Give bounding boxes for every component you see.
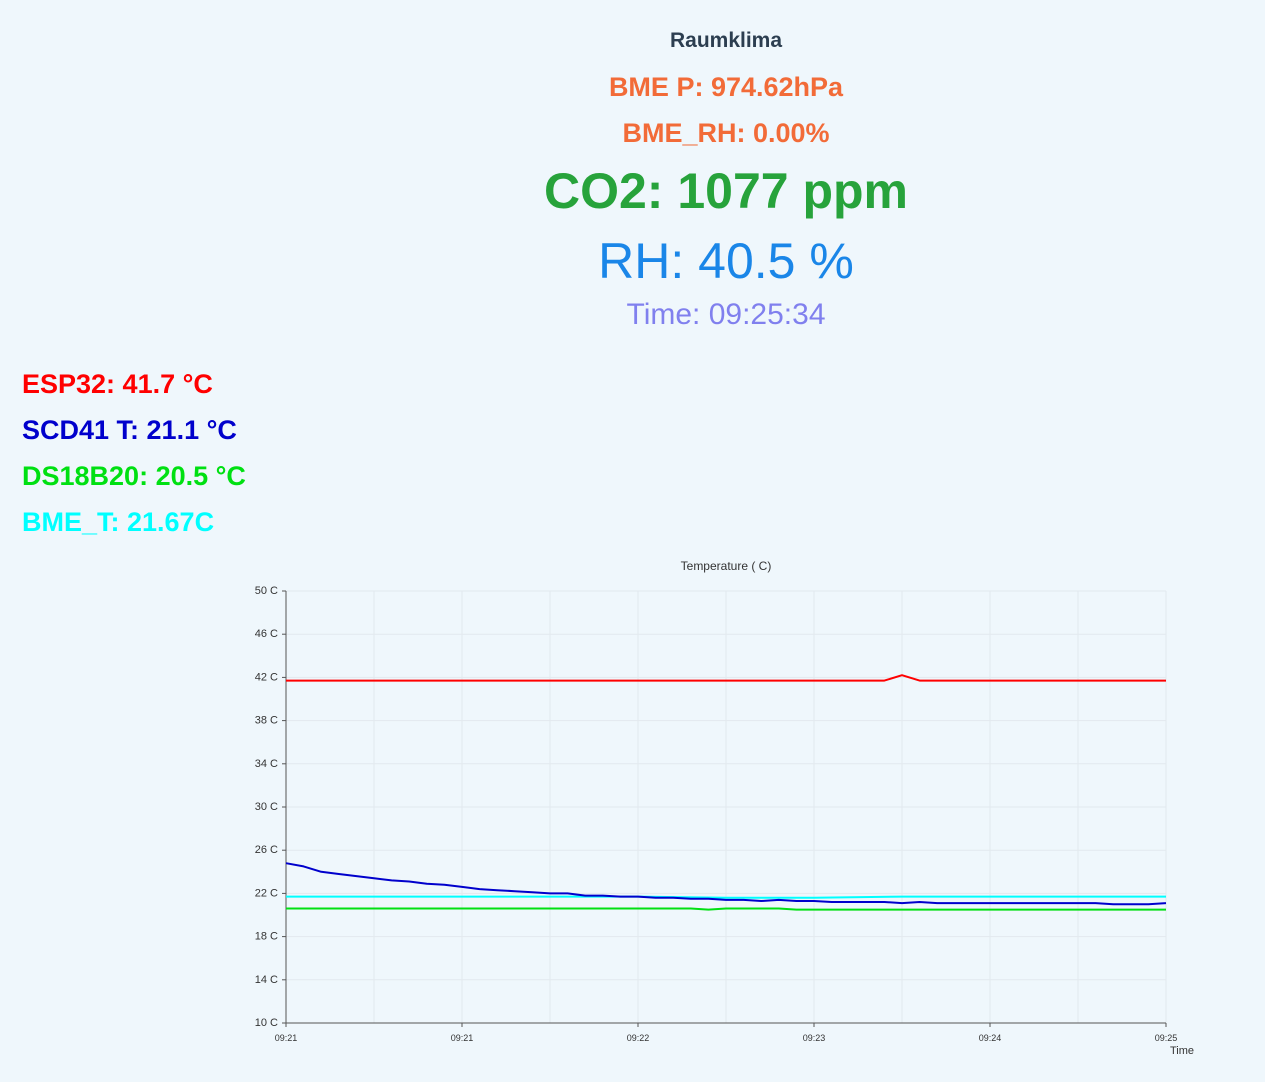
temperature-chart: Temperature ( C) 10 C 14 C 18 C 22 C 26 C 30 … xyxy=(255,559,1194,1057)
time-readout: Time: 09:25:34 xyxy=(626,298,826,331)
x-axis-label: Time xyxy=(1170,1045,1194,1057)
series-line-ds18b20 xyxy=(286,907,1166,911)
x-tick-label: 09:23 xyxy=(803,1033,826,1043)
chart-title: Temperature ( C) xyxy=(681,559,772,573)
bme-temperature: BME_T: 21.67C xyxy=(22,507,215,537)
x-tick-label: 09:24 xyxy=(979,1033,1002,1043)
x-tick-label: 09:22 xyxy=(627,1033,650,1043)
bme-humidity-readout: BME_RH: 0.00% xyxy=(622,118,830,148)
x-tick-label: 09:21 xyxy=(275,1033,298,1043)
series-line-bme_t xyxy=(286,895,1166,899)
x-tick-label: 09:25 xyxy=(1155,1033,1178,1043)
ds18b20-temperature: DS18B20: 20.5 °C xyxy=(22,461,246,491)
x-tick-label: 09:21 xyxy=(451,1033,474,1043)
series-line-esp32 xyxy=(286,674,1166,682)
y-tick-label: 30 C xyxy=(255,801,278,813)
chart-axes: 10 C 14 C 18 C 22 C 26 C 30 C 34 C 38 C 42 C 46 C… xyxy=(255,585,1178,1043)
co2-readout: CO2: 1077 ppm xyxy=(543,163,908,219)
y-tick-label: 22 C xyxy=(255,887,278,899)
y-tick-label: 50 C xyxy=(255,585,278,597)
y-tick-label: 46 C xyxy=(255,628,278,640)
scd41-temperature: SCD41 T: 21.1 °C xyxy=(22,415,237,445)
humidity-readout: RH: 40.5 % xyxy=(598,233,854,289)
y-tick-label: 10 C xyxy=(255,1017,278,1029)
y-tick-label: 26 C xyxy=(255,844,278,856)
y-tick-label: 14 C xyxy=(255,974,278,986)
bme-pressure-readout: BME P: 974.62hPa xyxy=(608,72,844,102)
chart-series xyxy=(285,674,1167,911)
y-tick-label: 34 C xyxy=(255,758,278,770)
page-title: Raumklima xyxy=(669,29,783,52)
y-tick-label: 18 C xyxy=(255,931,278,943)
esp32-temperature: ESP32: 41.7 °C xyxy=(22,369,213,399)
y-tick-label: 42 C xyxy=(255,671,278,683)
y-tick-label: 38 C xyxy=(255,715,278,727)
series-line-scd41 xyxy=(285,862,1167,906)
chart-grid xyxy=(286,590,1167,1024)
